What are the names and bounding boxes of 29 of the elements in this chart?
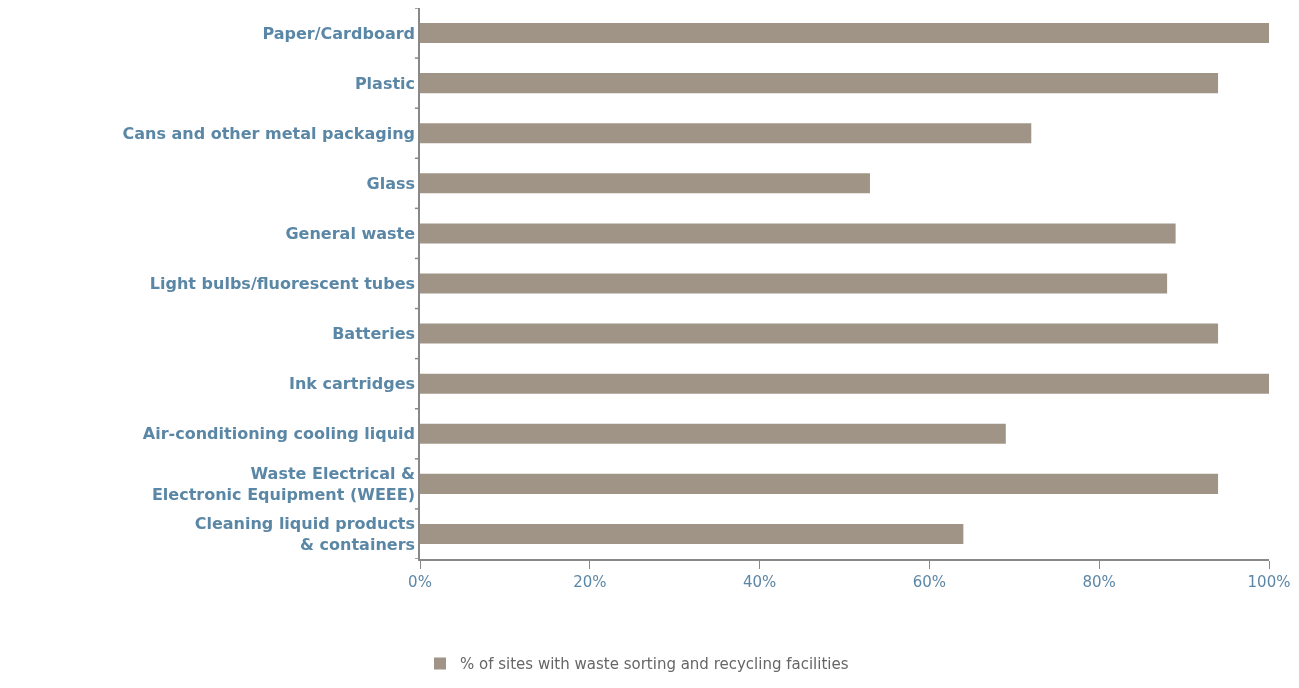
bar (420, 223, 1176, 244)
bar (420, 423, 1006, 444)
y-tick-label: Cleaning liquid products & containers (194, 514, 416, 554)
x-tick-label: 80% (1082, 572, 1116, 591)
y-tick-label: Air-conditioning cooling liquid (142, 424, 416, 444)
y-tick-label: Light bulbs/fluorescent tubes (149, 274, 416, 294)
x-tick-label: 20% (573, 572, 607, 591)
y-tick-label: Paper/Cardboard (262, 23, 416, 43)
bar (420, 73, 1219, 94)
y-tick-label: Glass (366, 173, 416, 193)
x-tick-label: 100% (1247, 572, 1291, 591)
y-tick-label: Ink cartridges (289, 374, 416, 394)
x-tick-label: 60% (912, 572, 947, 591)
bar (420, 523, 964, 544)
y-tick-label: Waste Electrical & Electronic Equipment (WEEE) (151, 464, 416, 504)
y-tick-label: Plastic (354, 73, 416, 93)
x-tick-label: 0% (408, 572, 432, 591)
bar (420, 123, 1032, 144)
bar (420, 273, 1168, 294)
legend-label: % of sites with waste sorting and recycling facilities (460, 655, 849, 674)
x-tick-label: 40% (742, 572, 777, 591)
bar (420, 473, 1219, 494)
bar (420, 373, 1269, 394)
bar (420, 323, 1219, 344)
y-tick-label: Cans and other metal packaging (122, 123, 416, 143)
y-tick-label: Batteries (332, 324, 416, 344)
bar (420, 173, 870, 194)
bar (420, 23, 1269, 44)
y-tick-label: General waste (285, 224, 416, 244)
